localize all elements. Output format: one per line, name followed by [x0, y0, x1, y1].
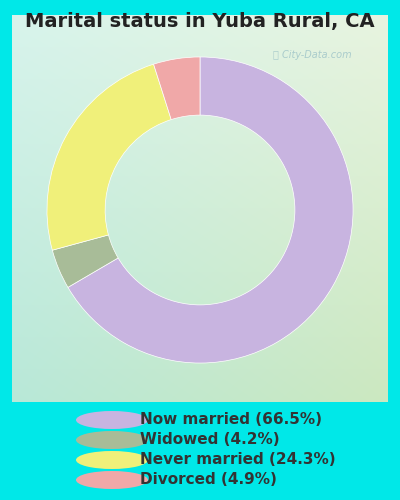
Wedge shape: [52, 235, 118, 288]
Wedge shape: [47, 64, 171, 250]
Text: ⓘ City-Data.com: ⓘ City-Data.com: [273, 50, 351, 60]
Text: Widowed (4.2%): Widowed (4.2%): [140, 432, 280, 448]
Wedge shape: [68, 57, 353, 363]
Circle shape: [76, 431, 148, 449]
Text: Now married (66.5%): Now married (66.5%): [140, 412, 322, 428]
Circle shape: [76, 451, 148, 469]
Text: Never married (24.3%): Never married (24.3%): [140, 452, 336, 468]
Wedge shape: [154, 57, 200, 120]
Circle shape: [76, 471, 148, 489]
Text: Marital status in Yuba Rural, CA: Marital status in Yuba Rural, CA: [25, 12, 375, 32]
Circle shape: [76, 411, 148, 429]
Text: Divorced (4.9%): Divorced (4.9%): [140, 472, 277, 488]
